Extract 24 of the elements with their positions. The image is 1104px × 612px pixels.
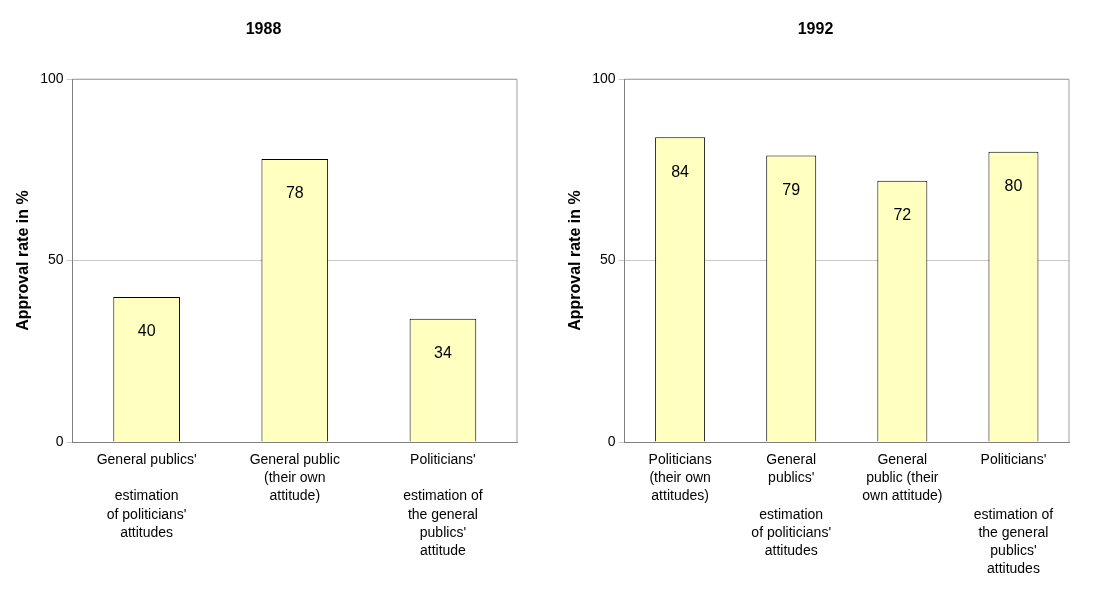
- data-label: 72: [893, 206, 912, 224]
- y-axis-title: Approval rate in %: [566, 190, 584, 331]
- data-label: 80: [1004, 177, 1023, 195]
- category-label: General publics' estimation of politicians' attitudes: [96, 450, 197, 540]
- category-label: Politicians' estimation of the general publics' attitudes: [973, 450, 1054, 577]
- y-tick-label: 50: [599, 251, 616, 268]
- data-label: 79: [782, 180, 801, 198]
- category-label: Politicians' estimation of the general publics' attitude: [403, 450, 483, 558]
- chart-title: 1988: [245, 20, 282, 38]
- data-label: 78: [285, 184, 304, 202]
- data-label: 34: [434, 344, 452, 362]
- x-tick-label: General public (their own attitude): [862, 450, 943, 504]
- y-tick-label: 0: [607, 432, 616, 449]
- data-label: 40: [137, 322, 156, 340]
- y-tick-label: 100: [592, 70, 616, 87]
- x-tick-label: General public (their own attitude): [249, 450, 340, 504]
- y-tick-label: 0: [55, 432, 64, 449]
- chart-title: 1992: [797, 20, 834, 38]
- category-label: General publics' estimation of politicians' attitudes: [751, 450, 832, 558]
- y-tick-label: 100: [40, 70, 64, 87]
- y-axis-title: Approval rate in %: [14, 190, 32, 331]
- y-tick-label: 50: [47, 251, 64, 268]
- data-label: 84: [671, 162, 690, 180]
- x-tick-label: Politicians (their own attitudes): [648, 450, 712, 504]
